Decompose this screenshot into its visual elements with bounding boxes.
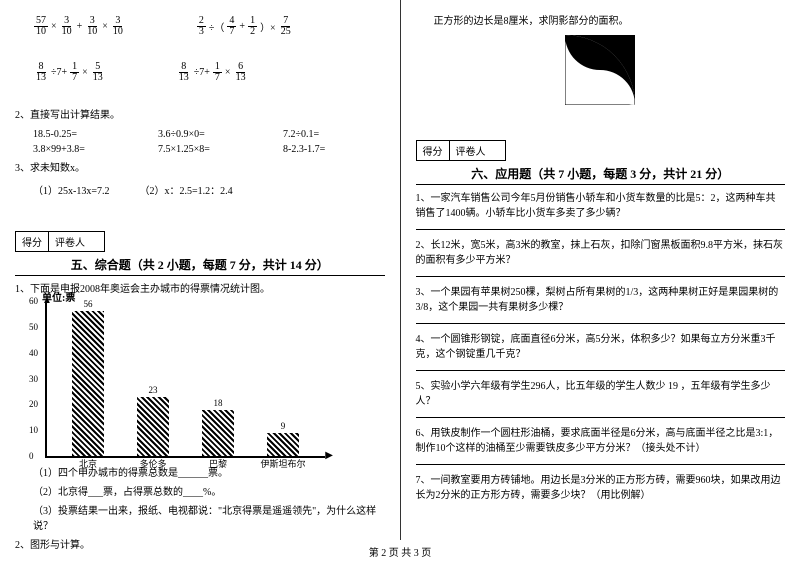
application-question: 1、一家汽车销售公司今年5月份销售小轿车和小货车数量的比是5：2，这两种车共销售… [416, 191, 786, 221]
arrow-up-icon: ▲ [42, 295, 52, 306]
bar: 9伊斯坦布尔 [267, 433, 299, 456]
sub-question: （3）投票结果一出来，报纸、电视都说："北京得票是遥遥领先"，为什么这样说？ [33, 502, 385, 532]
right-column: 正方形的边长是8厘米，求阴影部分的面积。 得分 评卷人 六、应用题（共 7 小题… [401, 0, 800, 540]
application-question: 7、一间教室要用方砖铺地。用边长是3分米的正方形方砖，需要960块，如果改用边长… [416, 473, 786, 503]
application-question: 4、一个圆锥形钢锭，底面直径6分米，高5分米，体积多少？如果每立方分米重3千克，… [416, 332, 786, 362]
bar: 18巴黎 [202, 410, 234, 457]
bar-category: 巴黎 [188, 457, 248, 470]
application-question: 6、用铁皮制作一个圆柱形油桶，要求底面半径是6分米，高与底面半径之比是3:1，制… [416, 426, 786, 456]
expression: 813÷7+17×613 [176, 62, 249, 83]
grader-label: 评卷人 [49, 232, 91, 251]
calc-item: 3.8×99+3.8= [33, 144, 128, 155]
calc-row: 3.8×99+3.8= 7.5×1.25×8= 8-2.3-1.7= [33, 144, 385, 155]
calc-row: 18.5-0.25= 3.6÷0.9×0= 7.2÷0.1= [33, 129, 385, 140]
bar-chart: 单位:票 ▲ ▶ 0102030405060 56北京23多伦多18巴黎9伊斯坦… [45, 303, 325, 458]
y-tick: 0 [29, 451, 34, 461]
application-question: 3、一个果园有苹果树250棵，梨树占所有果树的1/3，这两种果树正好是果园果树的… [416, 285, 786, 315]
calc-item: 7.2÷0.1= [283, 129, 378, 140]
score-label: 得分 [16, 232, 49, 251]
q3-items: （1）25x-13x=7.2 （2）x：2.5=1.2：2.4 [33, 182, 385, 197]
calc-item: 8-2.3-1.7= [283, 144, 378, 155]
left-column: 5710×310+310×310 23÷（47+12）×725 813÷7+17×5… [0, 0, 401, 540]
y-tick: 30 [29, 374, 38, 384]
divider [416, 323, 786, 324]
calc-item: 18.5-0.25= [33, 129, 128, 140]
q3-title: 3、求未知数x。 [15, 161, 385, 176]
divider [416, 229, 786, 230]
bar: 56北京 [72, 311, 104, 456]
application-question: 2、长12米，宽5米，高3米的教室，抹上石灰，扣除门窗黑板面积9.8平方米，抹石… [416, 238, 786, 268]
expression-row: 813÷7+17×513 813÷7+17×613 [33, 62, 385, 83]
bar-category: 北京 [58, 457, 118, 470]
shape-question: 正方形的边长是8厘米，求阴影部分的面积。 [434, 14, 786, 29]
divider [416, 464, 786, 465]
y-tick: 10 [29, 425, 38, 435]
s5-q2-title: 2、图形与计算。 [15, 538, 385, 553]
sub-question: （2）北京得___票，占得票总数的____%。 [33, 483, 385, 498]
application-question: 5、实验小学六年级有学生296人，比五年级的学生人数少 19 ，五年级有学生多少… [416, 379, 786, 409]
y-tick: 60 [29, 296, 38, 306]
calc-item: 3.6÷0.9×0= [158, 129, 253, 140]
expression: 23÷（47+12）×725 [196, 16, 294, 37]
bar-value: 18 [202, 398, 234, 408]
expression: 813÷7+17×513 [33, 62, 106, 83]
expression: 5710×310+310×310 [33, 16, 126, 37]
grader-label: 评卷人 [450, 141, 492, 160]
section-5-title: 五、综合题（共 2 小题，每题 7 分，共计 14 分） [15, 256, 385, 276]
q3-item-2: （2）x：2.5=1.2：2.4 [139, 182, 232, 197]
shaded-shape [565, 35, 635, 105]
bar-category: 伊斯坦布尔 [253, 457, 313, 470]
divider [416, 417, 786, 418]
bar: 23多伦多 [137, 397, 169, 456]
y-tick: 50 [29, 322, 38, 332]
divider [416, 370, 786, 371]
score-box-6: 得分 评卷人 [416, 140, 506, 161]
y-tick: 20 [29, 399, 38, 409]
y-tick: 40 [29, 348, 38, 358]
bar-value: 9 [267, 421, 299, 431]
score-label: 得分 [417, 141, 450, 160]
calc-item: 7.5×1.25×8= [158, 144, 253, 155]
section-6-title: 六、应用题（共 7 小题，每题 3 分，共计 21 分） [416, 165, 786, 185]
arrow-right-icon: ▶ [325, 450, 333, 461]
bar-value: 23 [137, 385, 169, 395]
bar-category: 多伦多 [123, 457, 183, 470]
score-box-5: 得分 评卷人 [15, 231, 105, 252]
bar-value: 56 [72, 299, 104, 309]
divider [416, 276, 786, 277]
expression-row: 5710×310+310×310 23÷（47+12）×725 [33, 16, 385, 37]
q3-item-1: （1）25x-13x=7.2 [33, 182, 109, 197]
q2-title: 2、直接写出计算结果。 [15, 108, 385, 123]
